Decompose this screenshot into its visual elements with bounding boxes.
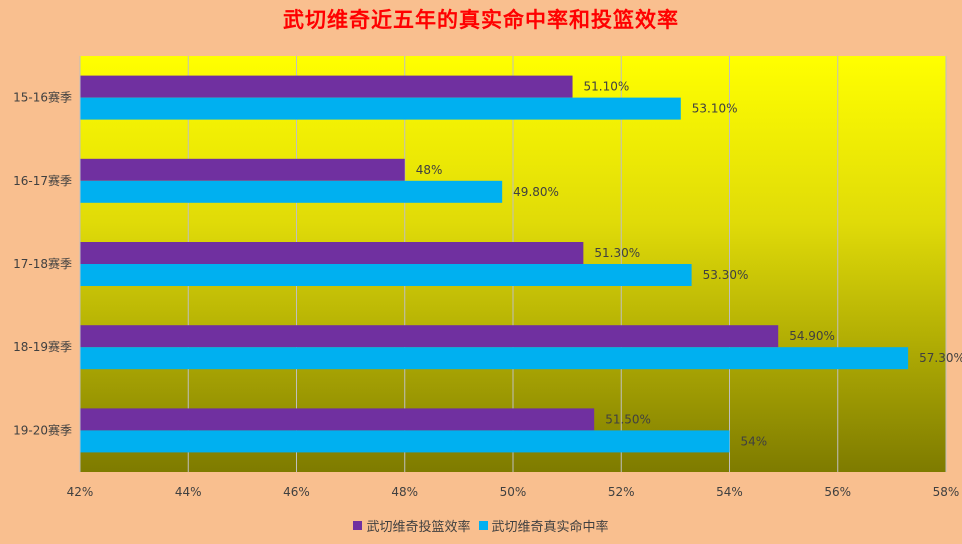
data-label: 51.10% — [584, 80, 630, 94]
category-label: 18-19赛季 — [13, 339, 72, 354]
x-tick-label: 48% — [391, 485, 418, 499]
category-label: 16-17赛季 — [13, 173, 72, 188]
legend-label-series-2: 武切维奇真实命中率 — [491, 520, 609, 535]
data-label: 54.90% — [789, 329, 835, 343]
bar-series-2 — [80, 430, 730, 453]
data-label: 53.30% — [703, 268, 749, 282]
legend-item-series-2: 武切维奇真实命中率 — [478, 516, 609, 535]
category-label: 17-18赛季 — [13, 256, 72, 271]
x-tick-label: 46% — [283, 485, 310, 499]
legend-item-series-1: 武切维奇投篮效率 — [353, 516, 471, 535]
x-tick-label: 56% — [824, 485, 851, 499]
x-tick-label: 54% — [716, 485, 743, 499]
data-label: 53.10% — [692, 102, 738, 116]
chart-title: 武切维奇近五年的真实命中率和投篮效率 — [283, 7, 679, 32]
data-label: 57.30% — [919, 351, 962, 365]
category-label: 15-16赛季 — [13, 90, 72, 105]
legend-label-series-1: 武切维奇投篮效率 — [366, 520, 471, 535]
bar-series-2 — [80, 180, 503, 203]
data-label: 49.80% — [513, 185, 559, 199]
bar-series-2 — [80, 97, 681, 120]
bar-series-1 — [80, 408, 595, 431]
legend-swatch-series-2 — [478, 521, 488, 530]
data-label: 51.30% — [594, 246, 640, 260]
data-labels: 51.10% 53.10% 48% 49.80% 51.30% 53.30% 54.90% 5… — [416, 80, 962, 449]
bar-series-2 — [80, 347, 909, 370]
x-tick-label: 52% — [608, 485, 635, 499]
x-tick-label: 44% — [175, 485, 202, 499]
legend: 武切维奇投篮效率 武切维奇真实命中率 — [0, 516, 962, 535]
x-tick-label: 50% — [500, 485, 527, 499]
bar-series-1 — [80, 158, 405, 181]
bar-series-1 — [80, 325, 779, 348]
data-label: 48% — [416, 163, 443, 177]
data-label: 51.50% — [605, 412, 651, 426]
category-label: 19-20赛季 — [13, 422, 72, 437]
x-tick-label: 58% — [933, 485, 960, 499]
bar-series-2 — [80, 264, 692, 286]
legend-swatch-series-1 — [353, 521, 363, 530]
x-tick-label: 42% — [67, 485, 94, 499]
bar-series-1 — [80, 75, 573, 98]
bar-series-1 — [80, 242, 584, 264]
bars — [80, 75, 909, 453]
axes: 42% 44% 46% 48% 50% 52% 54% 56% 58% 15-16赛季 16-17赛… — [13, 56, 959, 499]
data-label: 54% — [741, 434, 768, 448]
